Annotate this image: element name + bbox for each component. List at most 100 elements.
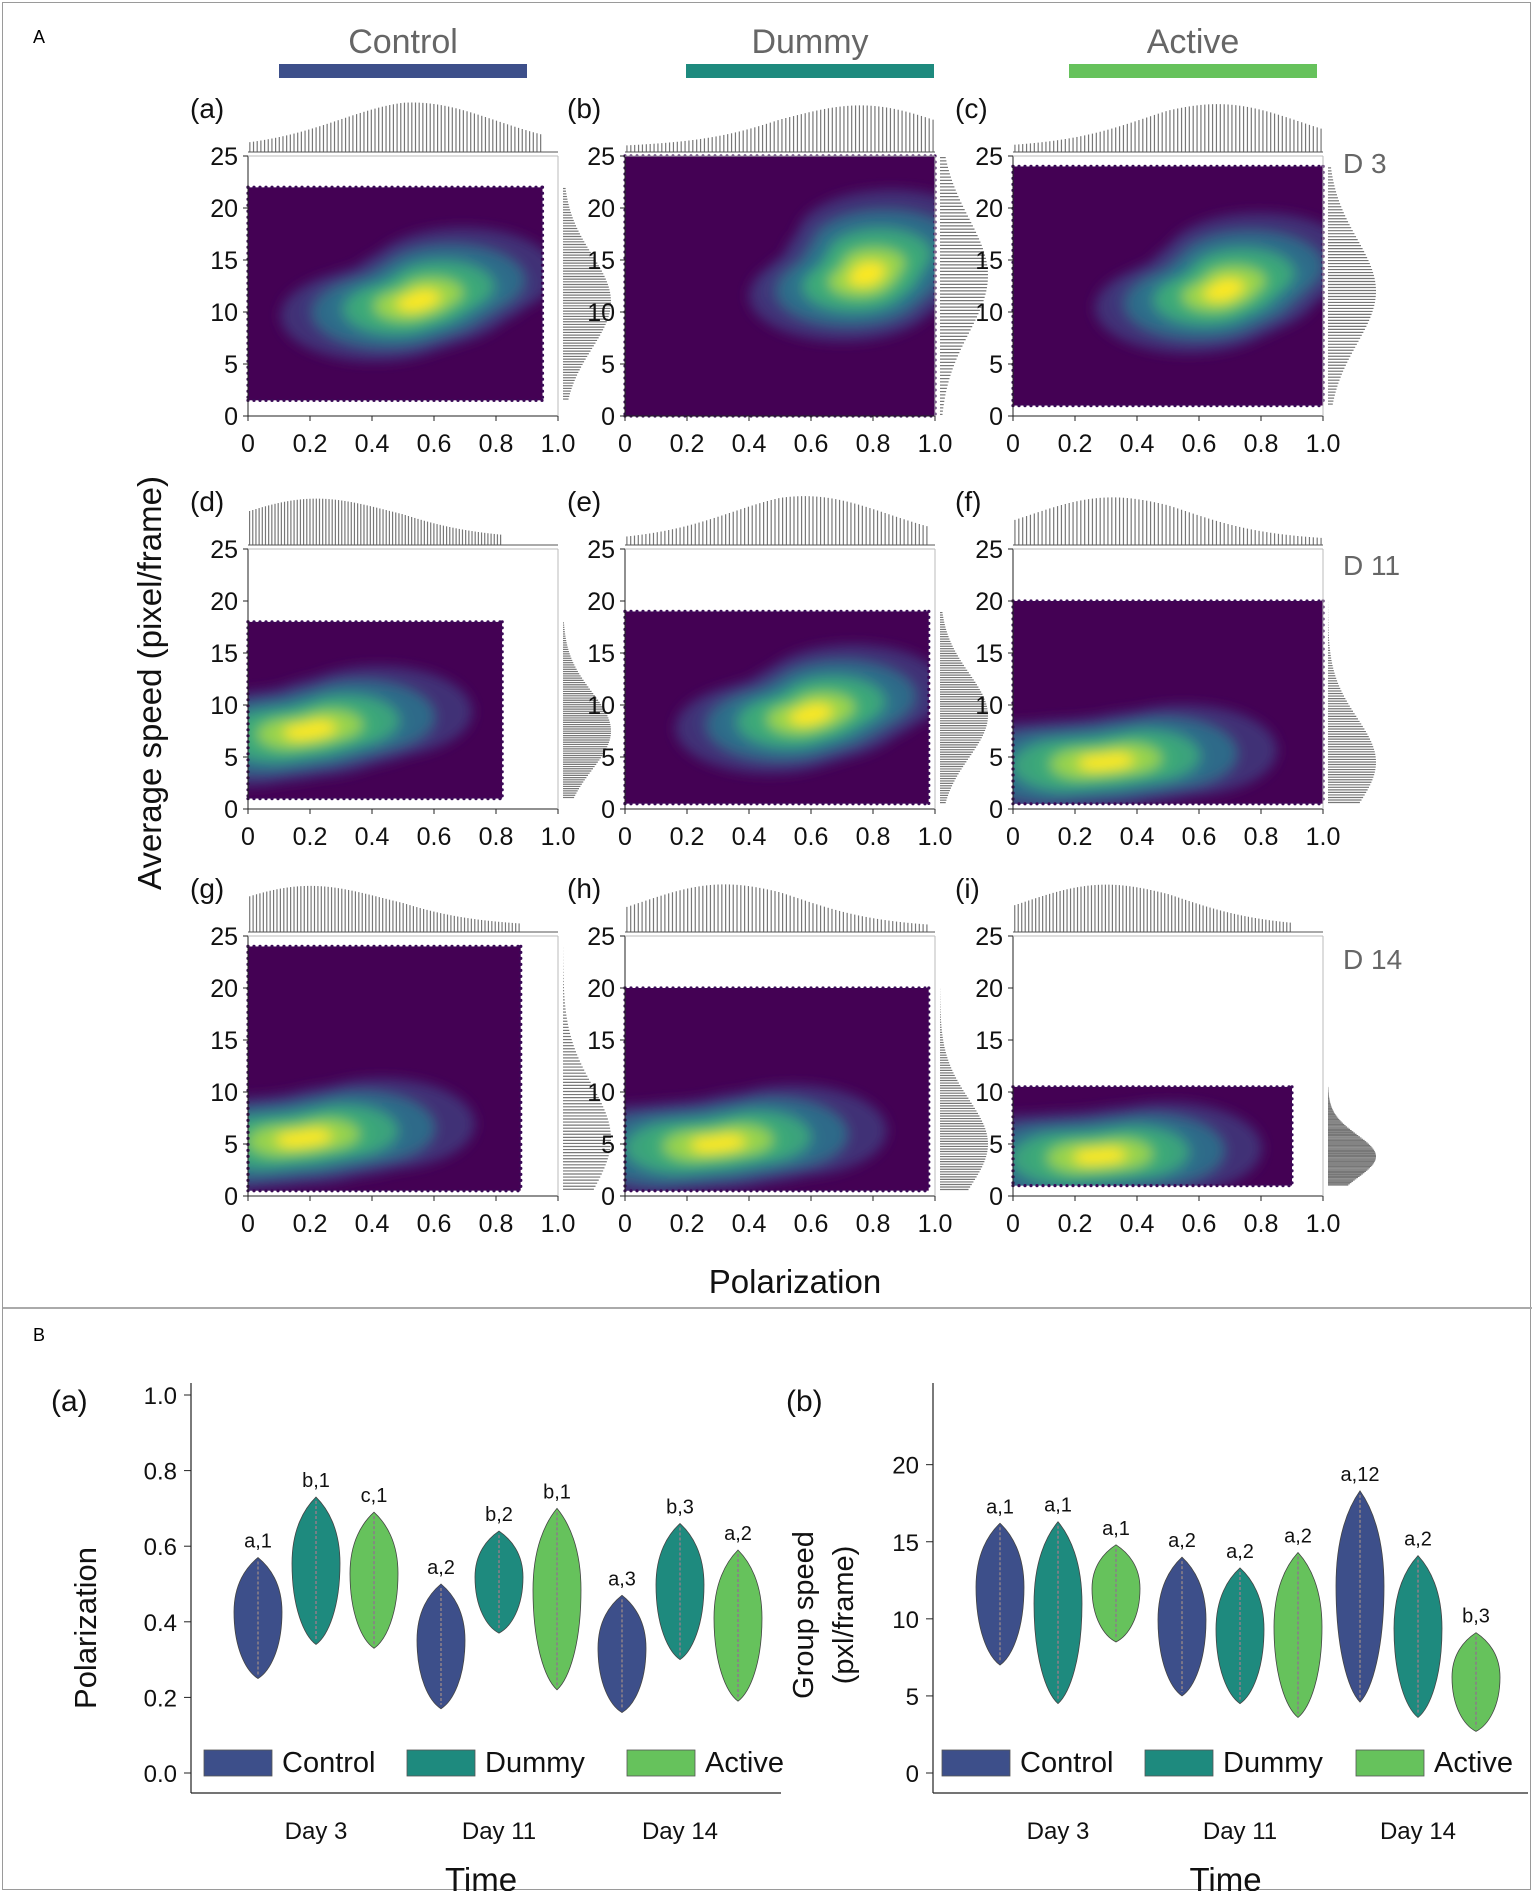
legend-swatch-dummy [1144, 1749, 1214, 1777]
x-tick-label: 0.6 [794, 1210, 829, 1238]
hex-edge-dot [270, 797, 274, 801]
hex-edge-dot [510, 1189, 514, 1193]
hex-edge-dot [677, 802, 681, 806]
y-tick-label: 0 [601, 403, 615, 431]
hex-edge-dot [1290, 1139, 1294, 1143]
day-tick-label: Day 3 [285, 1818, 348, 1845]
hex-edge-dot [519, 1112, 523, 1116]
hex-edge-dot [1287, 164, 1291, 168]
hex-edge-dot [504, 944, 508, 949]
hex-edge-dot [519, 1010, 523, 1015]
hex-edge-dot [1209, 164, 1213, 168]
hex-edge-dot [318, 944, 322, 949]
hex-edge-dot [1101, 1085, 1105, 1089]
hex-edge-dot [857, 986, 861, 990]
hex-edge-dot [659, 609, 663, 614]
hex-edge-dot [540, 335, 545, 339]
hex-edge-dot [420, 620, 424, 624]
hex-edge-dot [635, 986, 639, 990]
hex-edge-dot [1317, 164, 1321, 168]
hex-edge-dot [1299, 164, 1303, 168]
hex-edge-dot [519, 1058, 523, 1062]
y-tick-label: 5 [224, 351, 238, 379]
hex-edge-dot [1203, 802, 1207, 806]
hex-edge-dot [1023, 404, 1027, 408]
hex-edge-dot [450, 1189, 454, 1193]
hex-edge-dot [519, 1028, 523, 1032]
hex-edge-dot [927, 681, 931, 686]
significance-letter: a,2 [1226, 1541, 1254, 1563]
hex-edge-dot [534, 185, 538, 189]
y-tick-label: 0 [224, 403, 238, 431]
hex-edge-dot [282, 797, 286, 801]
hex-edge-dot [1221, 1085, 1225, 1089]
x-tick-label: 0.2 [670, 430, 705, 458]
hex-edge-dot [500, 794, 504, 798]
hex-edge-dot [354, 185, 358, 189]
hex-edge-dot [927, 777, 931, 782]
hex-edge-dot [899, 609, 903, 614]
hex-edge-dot [378, 620, 382, 624]
x-tick-label: 0.6 [417, 823, 452, 851]
hex-edge-dot [927, 801, 931, 806]
hex-edge-dot [360, 1189, 364, 1193]
hex-edge-dot [354, 620, 358, 624]
joint-plot-b: (b) 0 5 10 15 20 25 0 0.2 0.4 0.6 0.8 1.0 [567, 93, 988, 458]
significance-letter: a,1 [1102, 1518, 1130, 1540]
hex-edge-dot [519, 944, 523, 949]
hex-edge-dot [905, 1189, 909, 1193]
hex-edge-dot [372, 398, 376, 402]
y-tick-label: 0.8 [144, 1459, 177, 1486]
hex-edge-dot [1023, 1085, 1027, 1089]
hex-edge-dot [1275, 404, 1279, 408]
hex-edge-dot [797, 986, 801, 990]
hex-edge-dot [863, 986, 867, 990]
hex-edge-dot [1209, 802, 1213, 806]
hex-edge-dot [282, 620, 286, 624]
violin-active [1091, 1544, 1141, 1643]
hex-edge-dot [342, 797, 346, 801]
hex-edge-dot [500, 638, 504, 642]
x-tick-label: 0.6 [794, 430, 829, 458]
hex-edge-dot [797, 1189, 801, 1193]
hex-edge-dot [1221, 164, 1225, 168]
hex-edge-dot [500, 764, 504, 768]
hex-edge-dot [276, 1189, 280, 1193]
significance-letter: b,1 [302, 1470, 330, 1492]
hex-edge-dot [1287, 1184, 1291, 1188]
y-tick-label: 15 [210, 247, 238, 275]
hex-edge-dot [522, 398, 526, 402]
hex-edge-dot [348, 797, 352, 801]
hex-edge-dot [1143, 404, 1147, 408]
hex-edge-dot [438, 620, 442, 624]
hex-edge-dot [474, 1189, 478, 1193]
hex-edge-dot [540, 191, 545, 195]
hex-edge-dot [767, 802, 771, 806]
violin-active [349, 1511, 399, 1649]
hex-edge-dot [1233, 599, 1237, 603]
hex-edge-dot [426, 944, 430, 949]
hex-edge-dot [1203, 1085, 1207, 1089]
top-marginal-histogram [248, 885, 558, 933]
hex-edge-dot [450, 620, 454, 624]
hex-edge-dot [1287, 599, 1291, 603]
y-tick-label: 25 [975, 536, 1003, 564]
hex-edge-dot [540, 185, 544, 189]
hex-edge-dot [438, 398, 442, 402]
hex-edge-dot [719, 609, 723, 614]
hex-edge-dot [426, 797, 430, 801]
y-tick-label: 10 [975, 692, 1003, 720]
hex-edge-dot [378, 185, 382, 189]
y-tick-label: 5 [224, 1131, 238, 1159]
density-blob [410, 289, 442, 305]
hex-edge-dot [827, 986, 831, 990]
hex-edge-dot [504, 398, 508, 402]
hex-edge-dot [468, 944, 472, 949]
hex-edge-dot [893, 609, 897, 614]
hex-edge-dot [318, 620, 322, 624]
hex-edge-dot [294, 185, 298, 189]
hex-edge-dot [803, 986, 807, 990]
group-color-bar [279, 64, 527, 78]
hex-edge-dot [500, 746, 504, 750]
hex-edge-dot [500, 656, 504, 660]
